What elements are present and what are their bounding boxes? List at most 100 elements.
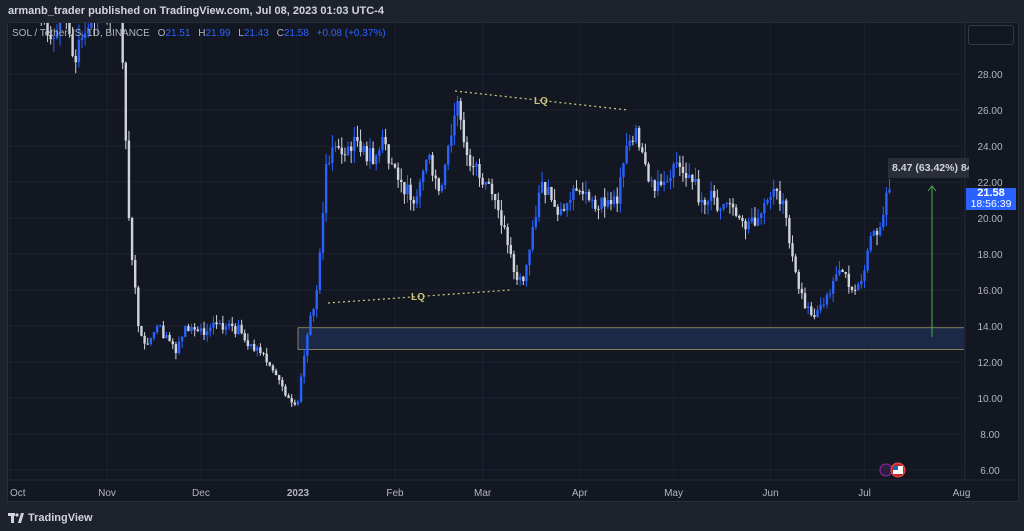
candle-body xyxy=(816,310,819,317)
candle-body xyxy=(869,236,872,251)
x-tick-label: Jun xyxy=(763,488,779,499)
candle-body xyxy=(415,196,419,204)
candle-body xyxy=(647,164,650,182)
candle-body xyxy=(112,15,114,20)
candle-body xyxy=(328,162,331,164)
candle-body xyxy=(825,294,829,305)
candle-body xyxy=(763,203,766,214)
x-tick-label: 2023 xyxy=(287,488,310,499)
candle-body xyxy=(362,146,365,152)
candle-body xyxy=(43,17,45,20)
candle-body xyxy=(137,287,140,326)
candle-body xyxy=(468,155,472,167)
candle-body xyxy=(249,344,253,346)
candle-body xyxy=(666,181,669,183)
candle-body xyxy=(472,166,475,168)
candle-body xyxy=(581,191,584,194)
candle-body xyxy=(572,188,575,200)
candle-body xyxy=(140,326,143,336)
candle-body xyxy=(450,135,453,146)
candle-body xyxy=(747,221,750,230)
candle-body xyxy=(597,208,600,210)
candle-body xyxy=(600,197,603,209)
candle-body xyxy=(716,197,719,211)
candle-body xyxy=(199,328,203,332)
candle-body xyxy=(293,402,297,405)
open-value: 21.51 xyxy=(165,28,191,39)
candle-body xyxy=(52,38,56,40)
candle-body xyxy=(443,164,447,186)
candle-body xyxy=(766,200,769,204)
candlestick-chart[interactable]: 28.00 26.00 24.00 22.00 20.00 18.00 16.00 14.00… xyxy=(0,0,1024,505)
last-price: 21.58 xyxy=(977,187,1005,199)
candle-body xyxy=(174,344,178,353)
y-tick-label: 14.00 xyxy=(977,322,1002,333)
candle-body xyxy=(190,327,193,332)
price-axis-settings-button[interactable] xyxy=(968,25,1014,45)
candle-body xyxy=(490,183,494,195)
candle-body xyxy=(844,272,847,274)
candle-body xyxy=(875,230,879,236)
candle-body xyxy=(841,269,844,272)
candle-body xyxy=(882,214,885,227)
candle-body xyxy=(509,245,512,255)
x-tick-label: May xyxy=(664,488,683,499)
candle-body xyxy=(221,323,225,330)
candle-body xyxy=(418,182,422,197)
candle-body xyxy=(265,353,268,363)
candle-body xyxy=(709,191,713,202)
candle-body xyxy=(634,128,638,142)
candle-body xyxy=(656,181,660,191)
candle-body xyxy=(569,200,572,204)
close-label: C xyxy=(276,28,284,39)
candle-body xyxy=(484,182,487,185)
candle-body xyxy=(810,306,813,316)
lq-line-top xyxy=(454,90,629,111)
candle-body xyxy=(55,30,59,38)
candle-body xyxy=(462,119,466,143)
candle-body xyxy=(224,326,228,330)
candle-body xyxy=(431,155,434,176)
candle-body xyxy=(750,217,754,222)
candle-body xyxy=(237,324,240,334)
candle-body xyxy=(885,192,888,215)
candle-body xyxy=(425,159,428,171)
candle-body xyxy=(741,218,744,222)
candle-body xyxy=(559,209,563,215)
x-tick-label: Dec xyxy=(192,488,210,499)
tradingview-logo[interactable]: TradingView xyxy=(8,512,93,524)
symbol-name[interactable]: SOL / TetherUS, 1D, BINANCE xyxy=(12,28,150,39)
x-tick-label: Apr xyxy=(572,488,588,499)
candle-body xyxy=(428,155,431,160)
y-tick-label: 10.00 xyxy=(977,394,1002,405)
candle-body xyxy=(778,191,782,205)
candle-body xyxy=(781,200,785,205)
lq-label-bottom: LQ xyxy=(411,292,425,303)
candle-body xyxy=(706,201,710,205)
candle-body xyxy=(393,164,397,168)
candle-body xyxy=(83,33,87,38)
candle-body xyxy=(87,27,90,34)
candle-body xyxy=(700,200,703,203)
lq-line-bottom xyxy=(327,289,511,304)
candle-body xyxy=(284,386,287,396)
candle-body xyxy=(281,380,284,387)
candle-body xyxy=(396,167,400,180)
lightning-event-icon[interactable] xyxy=(879,463,893,477)
candle-body xyxy=(616,196,619,204)
candle-body xyxy=(306,335,309,356)
candle-body xyxy=(58,23,62,31)
candle-body xyxy=(384,137,387,145)
candle-body xyxy=(106,6,108,17)
candle-body xyxy=(337,146,340,148)
candle-body xyxy=(500,210,503,226)
y-tick-label: 6.00 xyxy=(980,466,1000,477)
x-tick-label: Oct xyxy=(10,488,26,499)
candle-body xyxy=(694,178,697,182)
candle-body xyxy=(803,293,807,308)
high-label: H xyxy=(198,28,206,39)
candle-body xyxy=(619,177,622,204)
candle-body xyxy=(356,137,359,142)
candle-body xyxy=(703,200,707,205)
candle-body xyxy=(24,0,26,2)
